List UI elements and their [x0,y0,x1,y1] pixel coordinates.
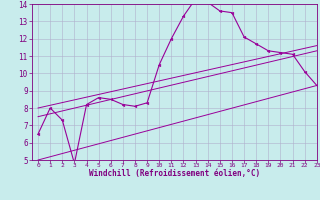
X-axis label: Windchill (Refroidissement éolien,°C): Windchill (Refroidissement éolien,°C) [89,169,260,178]
